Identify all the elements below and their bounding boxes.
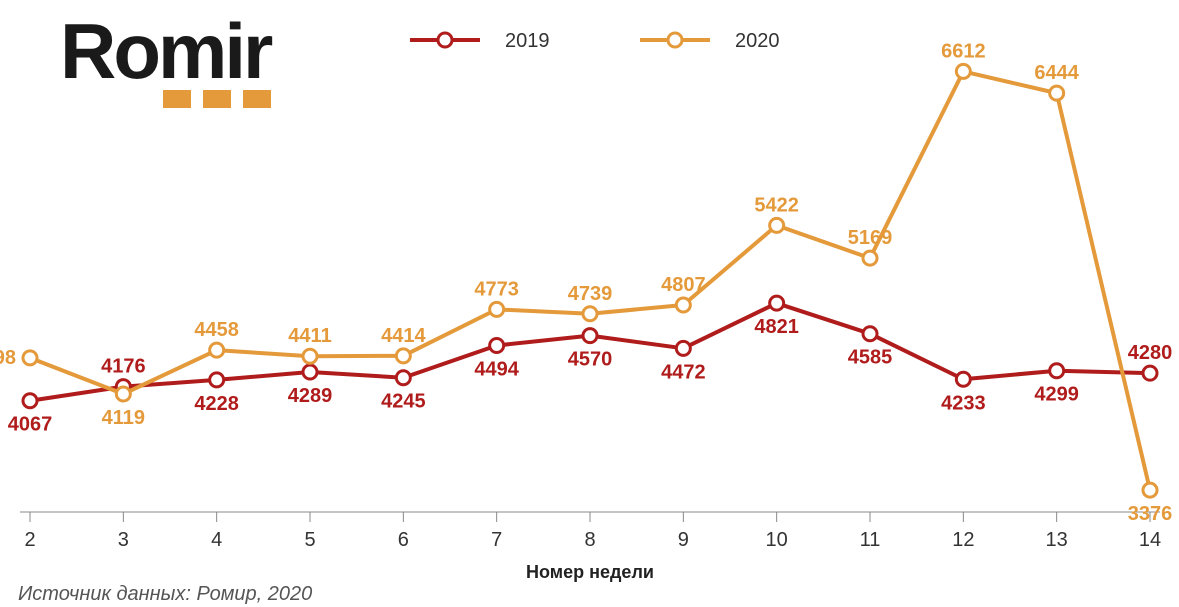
- series-marker-2019: [863, 327, 877, 341]
- series-marker-2020: [676, 298, 690, 312]
- romir-logo: Romir: [60, 7, 273, 108]
- data-label-2019: 4289: [288, 385, 333, 407]
- series-marker-2020: [956, 64, 970, 78]
- data-label-2020: 4739: [568, 283, 613, 305]
- data-label-2019: 4233: [941, 392, 986, 414]
- data-label-2020: 6612: [941, 40, 986, 62]
- series-marker-2020: [116, 387, 130, 401]
- x-tick-label: 9: [678, 529, 689, 551]
- data-label-2020: 4119: [102, 407, 145, 429]
- data-label-2019: 4228: [194, 393, 239, 415]
- data-label-2020: 4807: [661, 274, 706, 296]
- data-label-2020: 4458: [194, 319, 239, 341]
- x-tick-label: 8: [584, 529, 595, 551]
- series-marker-2019: [490, 338, 504, 352]
- data-label-2019: 4280: [1128, 342, 1173, 364]
- series-marker-2020: [490, 302, 504, 316]
- x-tick-label: 4: [211, 529, 222, 551]
- x-tick-label: 7: [491, 529, 502, 551]
- data-label-2020: 4398: [0, 347, 16, 369]
- series-marker-2020: [583, 307, 597, 321]
- data-label-2020: 4773: [474, 278, 519, 300]
- data-label-2020: 4411: [288, 325, 331, 347]
- data-label-2020: 5169: [848, 227, 893, 249]
- data-label-2019: 4494: [474, 358, 519, 380]
- legend-label: 2020: [735, 30, 780, 52]
- x-tick-label: 10: [766, 529, 788, 551]
- data-label-2020: 4414: [381, 325, 426, 347]
- data-label-2019: 4176: [101, 356, 146, 378]
- data-label-2020: 6444: [1034, 62, 1079, 84]
- x-tick-label: 13: [1046, 529, 1068, 551]
- x-tick-label: 3: [118, 529, 129, 551]
- x-tick-label: 12: [952, 529, 974, 551]
- logo-text: Romir: [60, 7, 273, 95]
- legend-marker: [438, 33, 452, 47]
- logo-square: [163, 90, 191, 108]
- data-label-2019: 4472: [661, 361, 706, 383]
- data-label-2019: 4585: [848, 347, 893, 369]
- x-tick-label: 11: [860, 529, 881, 551]
- series-marker-2019: [1050, 364, 1064, 378]
- data-label-2019: 4299: [1034, 384, 1079, 406]
- data-label-2019: 4245: [381, 391, 426, 413]
- x-tick-label: 5: [304, 529, 315, 551]
- series-line-2020: [30, 71, 1150, 490]
- series-marker-2020: [1050, 86, 1064, 100]
- series-marker-2019: [956, 372, 970, 386]
- source-note: Источник данных: Ромир, 2020: [18, 583, 312, 605]
- x-tick-label: 2: [24, 529, 35, 551]
- chart-canvas: Romir 2019 2020 2 3 4 5 6 7 8 9 10 11 12 13 14 Номер нед…: [0, 0, 1179, 607]
- series-marker-2019: [303, 365, 317, 379]
- series-marker-2020: [23, 351, 37, 365]
- series-marker-2020: [303, 349, 317, 363]
- series-marker-2020: [863, 251, 877, 265]
- series-marker-2020: [1143, 483, 1157, 497]
- series-marker-2019: [770, 296, 784, 310]
- series-marker-2019: [23, 394, 37, 408]
- x-tick-label: 6: [398, 529, 409, 551]
- data-label-2020: 3376: [1128, 503, 1173, 525]
- data-label-2020: 5422: [754, 194, 799, 216]
- data-label-2019: 4821: [754, 316, 799, 338]
- series-marker-2019: [1143, 366, 1157, 380]
- x-tick-label: 14: [1139, 529, 1161, 551]
- legend-marker: [668, 33, 682, 47]
- series-marker-2020: [770, 218, 784, 232]
- x-axis-title: Номер недели: [526, 562, 654, 582]
- logo-square: [203, 90, 231, 108]
- data-label-2019: 4067: [8, 414, 53, 436]
- logo-square: [243, 90, 271, 108]
- data-label-2019: 4570: [568, 349, 613, 371]
- series-marker-2019: [583, 329, 597, 343]
- legend: 2019 2020: [410, 30, 780, 52]
- series-marker-2019: [210, 373, 224, 387]
- series-marker-2020: [210, 343, 224, 357]
- series-marker-2020: [396, 349, 410, 363]
- series-marker-2019: [676, 341, 690, 355]
- legend-label: 2019: [505, 30, 550, 52]
- series-marker-2019: [396, 371, 410, 385]
